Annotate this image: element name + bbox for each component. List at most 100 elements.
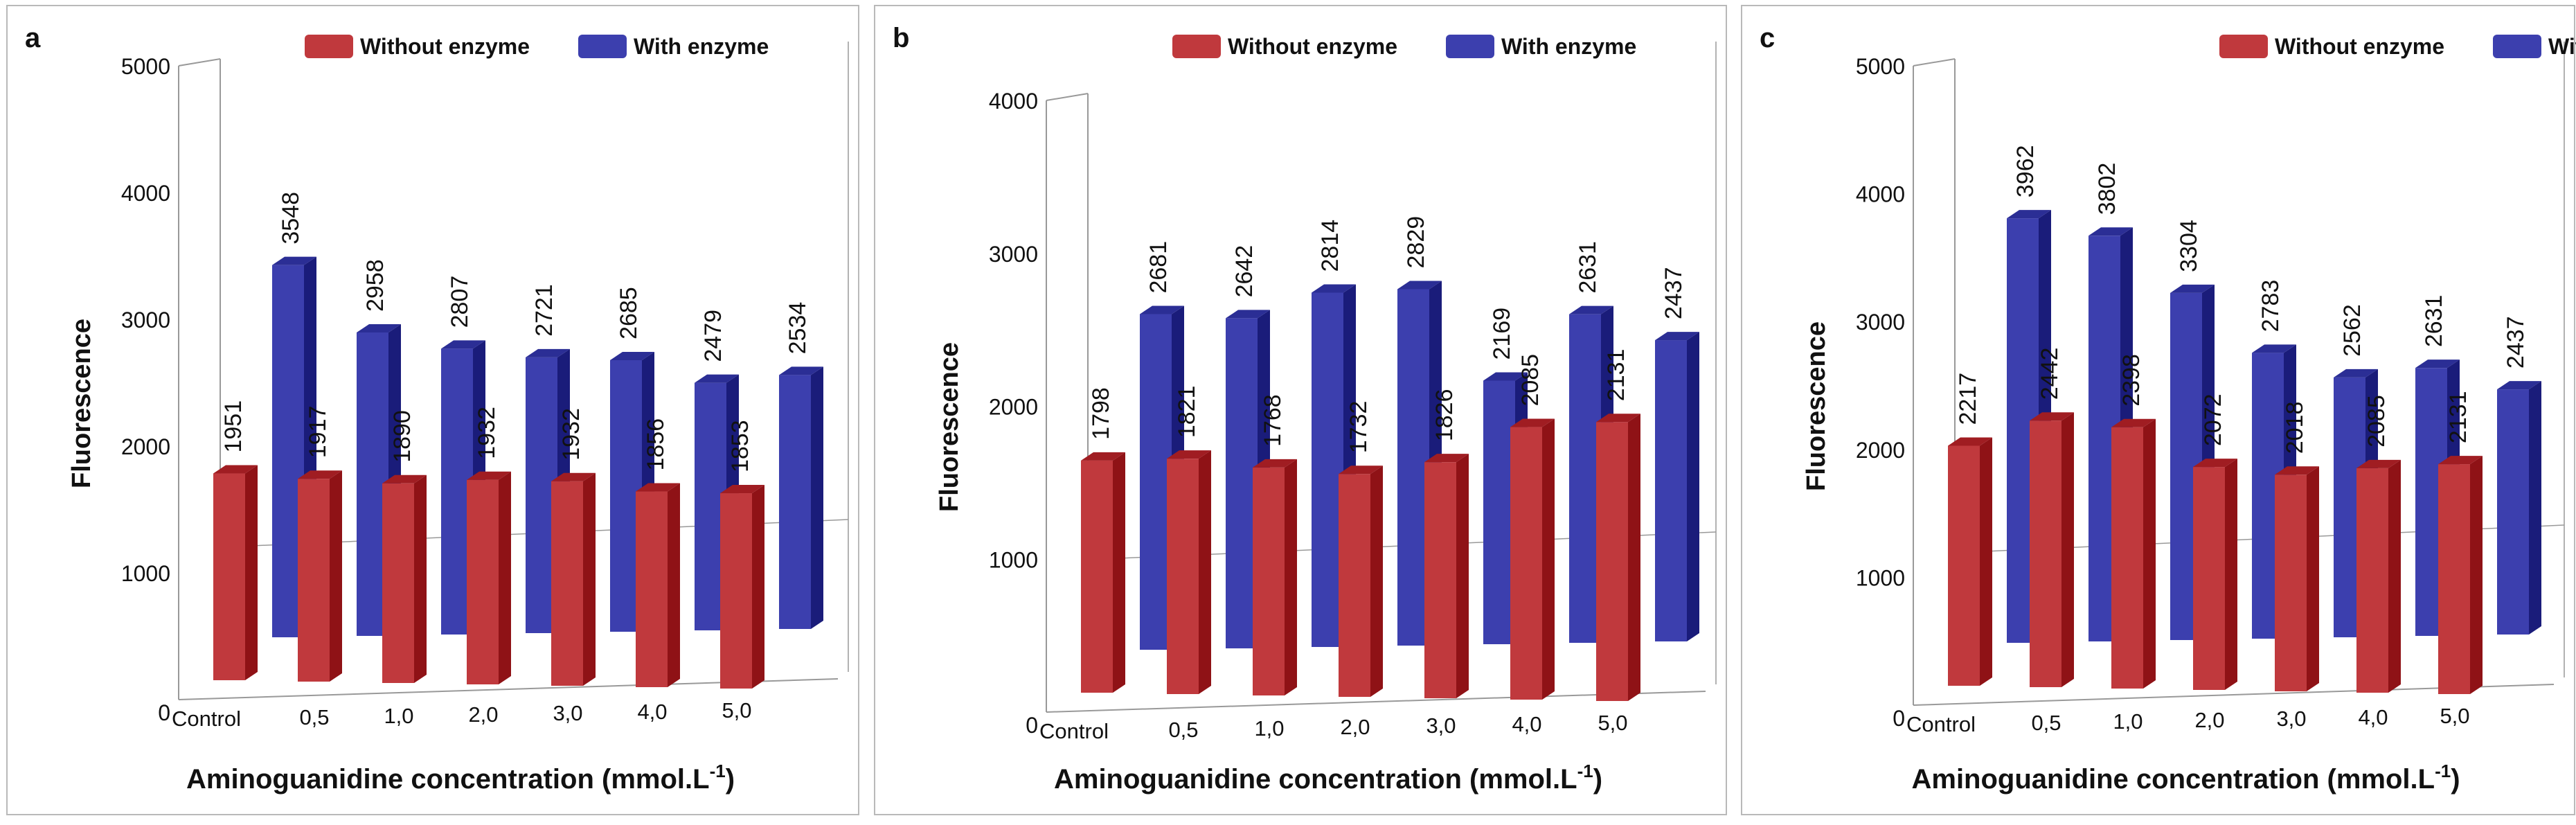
bar-without-enzyme-5 — [1510, 418, 1555, 700]
bar-without-enzyme-6-top — [720, 485, 764, 494]
bar-without-enzyme-2 — [382, 474, 427, 683]
bar-without-enzyme-6-top — [2438, 456, 2483, 465]
bar-without-enzyme-5-side — [2388, 459, 2401, 693]
bar-without-enzyme-3-top — [467, 471, 511, 480]
legend-label-with-enzyme: With enzyme — [634, 34, 769, 59]
x-tick-label: 1,0 — [384, 704, 413, 728]
y-tick-label: 3000 — [989, 242, 1038, 267]
y-tick-label: 3000 — [121, 308, 170, 332]
bar-without-enzyme-6-side — [1628, 414, 1640, 701]
data-label-without-enzyme: 1932 — [474, 407, 500, 459]
x-axis-title-sup: -1 — [1577, 761, 1593, 781]
y-tick-label: 5000 — [1856, 54, 1905, 79]
bar-without-enzyme-1 — [1167, 450, 1211, 694]
data-label-without-enzyme: 1932 — [558, 408, 584, 461]
x-axis-line — [1046, 691, 1706, 713]
bar-with-enzyme-6-front — [779, 375, 811, 629]
legend-label-with-enzyme: With enzyme — [1501, 34, 1636, 59]
bar-without-enzyme-1-top — [2030, 412, 2074, 421]
bar-with-enzyme-6 — [779, 366, 823, 629]
x-tick-label: 2,0 — [468, 702, 498, 727]
bar-with-enzyme-6-side — [2529, 381, 2541, 635]
y-tick-label: 1000 — [1856, 565, 1905, 590]
data-label-without-enzyme: 2085 — [2363, 395, 2390, 447]
bar-with-enzyme-1-front — [1226, 318, 1258, 648]
data-label-with-enzyme: 2562 — [2339, 304, 2365, 357]
data-label-with-enzyme: 2534 — [785, 302, 811, 355]
x-tick-label: 0,5 — [2031, 711, 2061, 735]
bar-without-enzyme-3 — [2193, 459, 2237, 690]
bar-without-enzyme-3-side — [2225, 459, 2237, 690]
bar-without-enzyme-0-side — [245, 465, 258, 680]
bar-without-enzyme-6-front — [2438, 464, 2470, 694]
bar-without-enzyme-5-side — [1542, 418, 1555, 700]
legend-label-without-enzyme: Without enzyme — [360, 34, 530, 59]
bar-with-enzyme-5-front — [1569, 314, 1601, 643]
x-tick-label: 1,0 — [2113, 709, 2143, 734]
y-tick-label: 5000 — [121, 54, 170, 79]
bar-without-enzyme-3-top — [2193, 459, 2237, 468]
bar-without-enzyme-5-top — [2356, 459, 2401, 468]
bar-without-enzyme-1 — [298, 470, 342, 682]
data-label-without-enzyme: 2018 — [2282, 402, 2308, 454]
legend-label-with-enzyme: With enzyme — [2548, 34, 2576, 59]
bar-without-enzyme-1-front — [1167, 459, 1199, 694]
bar-without-enzyme-5 — [636, 483, 680, 687]
panel-letter: a — [25, 23, 41, 53]
chart-panel-b: b 0 1000 2000 3000 4000 Fluorescence Aminoguani… — [874, 5, 1727, 815]
y-tick-label: 2000 — [121, 434, 170, 459]
y-tick-label: 2000 — [1856, 438, 1905, 463]
bar-without-enzyme-0-top — [1081, 452, 1125, 461]
data-label-with-enzyme: 2437 — [2503, 316, 2529, 369]
bar-with-enzyme-4-top — [1483, 372, 1528, 381]
bar-without-enzyme-4 — [1424, 454, 1469, 698]
bar-without-enzyme-6-front — [1596, 422, 1628, 701]
legend-label-without-enzyme: Without enzyme — [2275, 34, 2444, 59]
bar-with-enzyme-6-side — [1687, 332, 1699, 641]
data-label-without-enzyme: 1890 — [389, 410, 415, 463]
chart-panel-c: c 0 1000 2000 3000 4000 5000 Fluorescence Aminog… — [1741, 5, 2576, 815]
bar-with-enzyme-3-top — [1397, 281, 1442, 290]
bar-without-enzyme-2-top — [382, 474, 427, 484]
bar-without-enzyme-6 — [720, 485, 764, 689]
bar-without-enzyme-1 — [2030, 412, 2074, 687]
bar-without-enzyme-5-side — [668, 483, 680, 687]
bar-without-enzyme-3 — [467, 471, 511, 684]
x-tick-label: 0,5 — [1168, 718, 1198, 742]
data-label-without-enzyme: 2072 — [2200, 393, 2226, 446]
bar-without-enzyme-6-side — [2470, 456, 2483, 694]
bar-with-enzyme-6 — [1655, 332, 1699, 641]
data-label-without-enzyme: 2217 — [1955, 373, 1981, 425]
x-axis-title-close: ) — [1593, 764, 1602, 795]
data-label-with-enzyme: 2479 — [700, 310, 726, 362]
x-tick-label: 4,0 — [1512, 712, 1541, 736]
data-label-with-enzyme: 2783 — [2257, 280, 2284, 332]
bar-with-enzyme-3-top — [2252, 344, 2296, 353]
x-axis-title-close: ) — [726, 764, 735, 795]
bar-without-enzyme-5 — [2356, 459, 2401, 693]
bar-without-enzyme-4-side — [1456, 454, 1469, 698]
x-axis-title-close: ) — [2451, 764, 2460, 795]
bar-with-enzyme-5-top — [2415, 360, 2460, 369]
bar-with-enzyme-1-top — [2088, 227, 2133, 236]
bar-without-enzyme-3-front — [467, 479, 499, 684]
bar-without-enzyme-1-front — [298, 479, 330, 682]
wall-top-line — [1913, 58, 1956, 66]
data-label-with-enzyme: 2721 — [531, 284, 557, 337]
bar-without-enzyme-2-front — [382, 483, 414, 683]
data-label-without-enzyme: 1821 — [1174, 386, 1200, 438]
bar-without-enzyme-3-front — [1339, 474, 1370, 697]
x-tick-label: 5,0 — [1598, 711, 1627, 735]
bar-without-enzyme-2-top — [1253, 459, 1297, 468]
data-label-with-enzyme: 3548 — [278, 192, 304, 245]
bar-without-enzyme-4-front — [551, 481, 583, 686]
bar-without-enzyme-5-top — [1510, 418, 1555, 427]
x-axis-title: Aminoguanidine concentration (mmol.L-1) — [1911, 761, 2460, 795]
bar-without-enzyme-6-side — [752, 485, 764, 689]
bar-without-enzyme-0-front — [1081, 460, 1113, 693]
bar-without-enzyme-4-top — [2275, 466, 2319, 475]
data-label-without-enzyme: 2442 — [2037, 348, 2063, 400]
bar-without-enzyme-6-top — [1596, 414, 1640, 423]
